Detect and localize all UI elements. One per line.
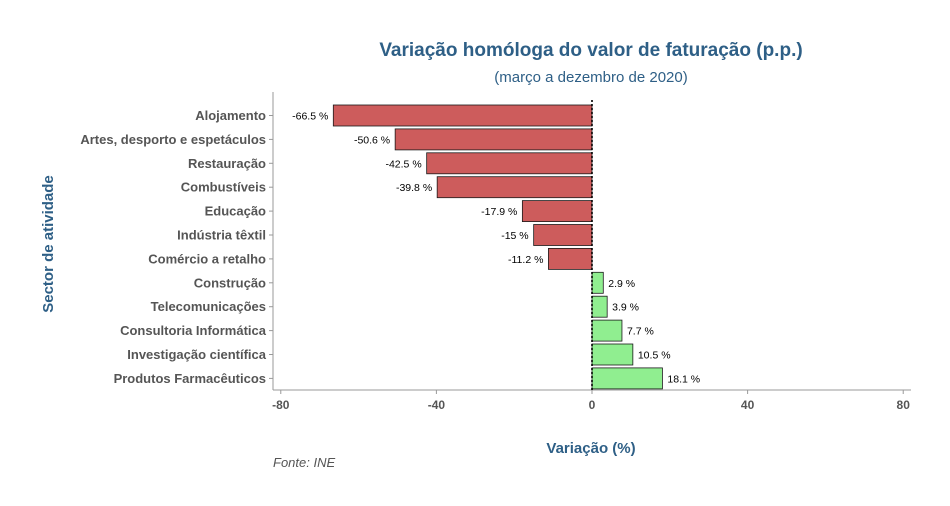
x-tick-label: 40 <box>741 398 755 412</box>
bar <box>533 224 593 246</box>
bar <box>591 271 604 294</box>
category-label: Comércio a retalho <box>148 251 266 266</box>
bar <box>332 104 593 127</box>
category-label: Telecomunicações <box>151 299 266 314</box>
source-caption: Fonte: INE <box>273 455 335 470</box>
y-axis-title: Sector de atividade <box>40 175 57 313</box>
category-label: Investigação científica <box>127 347 266 362</box>
x-tick-labels-group: -80 -40 0 40 80 <box>272 398 910 412</box>
data-label: 7.7 % <box>627 326 654 338</box>
data-label: -15 % <box>501 230 528 242</box>
bar <box>426 152 593 175</box>
x-tick-label: -40 <box>428 398 446 412</box>
bar <box>548 247 593 270</box>
category-label: Artes, desporto e espetáculos <box>80 132 266 147</box>
bars-group <box>332 104 663 390</box>
category-label: Educação <box>205 204 266 219</box>
category-label: Alojamento <box>195 108 266 123</box>
bar <box>591 295 608 318</box>
x-tick-label: 80 <box>897 398 911 412</box>
category-label: Restauração <box>188 156 266 171</box>
data-label: -17.9 % <box>481 206 517 218</box>
data-label: 2.9 % <box>608 278 635 290</box>
data-label: -11.2 % <box>508 254 543 266</box>
data-label: 18.1 % <box>667 373 700 385</box>
data-label: 3.9 % <box>612 302 639 314</box>
x-tick-label: -80 <box>272 398 290 412</box>
data-labels-group: -66.5 % -50.6 % -42.5 % -39.8 % -17.9 % -15 %… <box>292 111 700 386</box>
data-label: -50.6 % <box>354 134 390 146</box>
category-label: Construção <box>194 275 266 290</box>
bar <box>521 200 593 223</box>
bar <box>591 367 663 390</box>
bar <box>394 128 593 151</box>
category-label: Produtos Farmacêuticos <box>114 371 266 386</box>
bar <box>591 343 634 366</box>
bar <box>436 176 593 199</box>
x-axis-title: Variação (%) <box>546 440 635 457</box>
category-label: Combustíveis <box>181 180 266 195</box>
chart-title: Variação homóloga do valor de faturação … <box>379 40 802 61</box>
chart-subtitle: (março a dezembro de 2020) <box>494 69 687 86</box>
category-label: Indústria têxtil <box>177 228 266 243</box>
x-tick-label: 0 <box>589 398 596 412</box>
data-label: -66.5 % <box>292 111 328 123</box>
data-label: 10.5 % <box>638 350 671 362</box>
category-label: Consultoria Informática <box>120 323 267 338</box>
data-label: -42.5 % <box>385 158 421 170</box>
data-label: -39.8 % <box>396 182 432 194</box>
bar <box>591 319 623 342</box>
category-labels-group: Alojamento Artes, desporto e espetáculos R… <box>80 108 266 386</box>
